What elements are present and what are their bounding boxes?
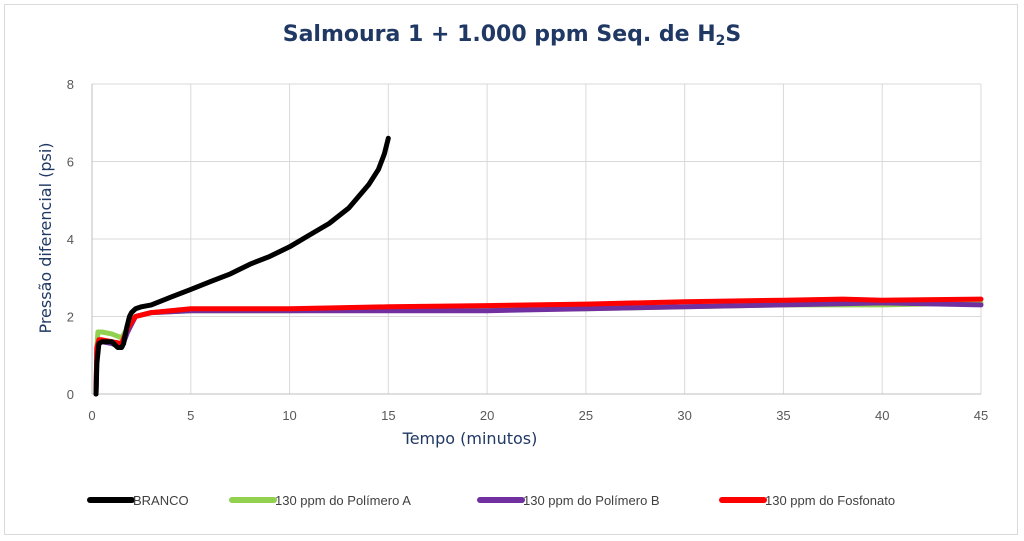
tick-labels: 0 5 10 15 20 25 30 35 40 45 0 2 4 6 8 xyxy=(67,77,988,423)
legend-label: 130 ppm do Polímero A xyxy=(275,493,411,508)
chart-title-main: Salmoura 1 + 1.000 ppm Seq. de H xyxy=(282,22,716,47)
x-tick-label: 45 xyxy=(974,408,988,423)
y-tick-label: 6 xyxy=(67,155,74,170)
x-tick-label: 30 xyxy=(677,408,691,423)
legend-item-0: BRANCO xyxy=(87,493,189,508)
series-layer xyxy=(93,135,984,397)
y-tick-label: 0 xyxy=(67,387,74,402)
legend-label: 130 ppm do Polímero B xyxy=(523,493,660,508)
y-axis-label: Pressão diferencial (psi) xyxy=(36,142,55,333)
x-tick-label: 10 xyxy=(282,408,296,423)
x-tick-label: 35 xyxy=(776,408,790,423)
x-tick-label: 0 xyxy=(88,408,95,423)
x-tick-label: 25 xyxy=(579,408,593,423)
chart-frame xyxy=(4,4,1018,535)
legend-label: 130 ppm do Fosfonato xyxy=(765,493,895,508)
x-tick-label: 40 xyxy=(875,408,889,423)
chart-title-end: S xyxy=(725,22,742,47)
legend: BRANCO 130 ppm do Polímero A 130 ppm do Po… xyxy=(87,493,895,508)
legend-item-2: 130 ppm do Polímero B xyxy=(477,493,660,508)
axes xyxy=(91,84,981,395)
chart-title: Salmoura 1 + 1.000 ppm Seq. de H2S xyxy=(0,22,1024,49)
series-line-0 xyxy=(93,135,391,397)
legend-label: BRANCO xyxy=(133,493,189,508)
grid-lines xyxy=(92,83,982,394)
x-tick-label: 5 xyxy=(187,408,194,423)
y-tick-label: 8 xyxy=(67,77,74,92)
series-line-3 xyxy=(93,296,984,397)
chart-title-subscript: 2 xyxy=(715,33,726,49)
x-tick-label: 20 xyxy=(480,408,494,423)
x-tick-label: 15 xyxy=(381,408,395,423)
y-tick-label: 2 xyxy=(67,310,74,325)
y-tick-label: 4 xyxy=(67,232,74,247)
x-axis-label: Tempo (minutos) xyxy=(402,429,538,448)
legend-item-1: 130 ppm do Polímero A xyxy=(229,493,411,508)
legend-item-3: 130 ppm do Fosfonato xyxy=(719,493,895,508)
